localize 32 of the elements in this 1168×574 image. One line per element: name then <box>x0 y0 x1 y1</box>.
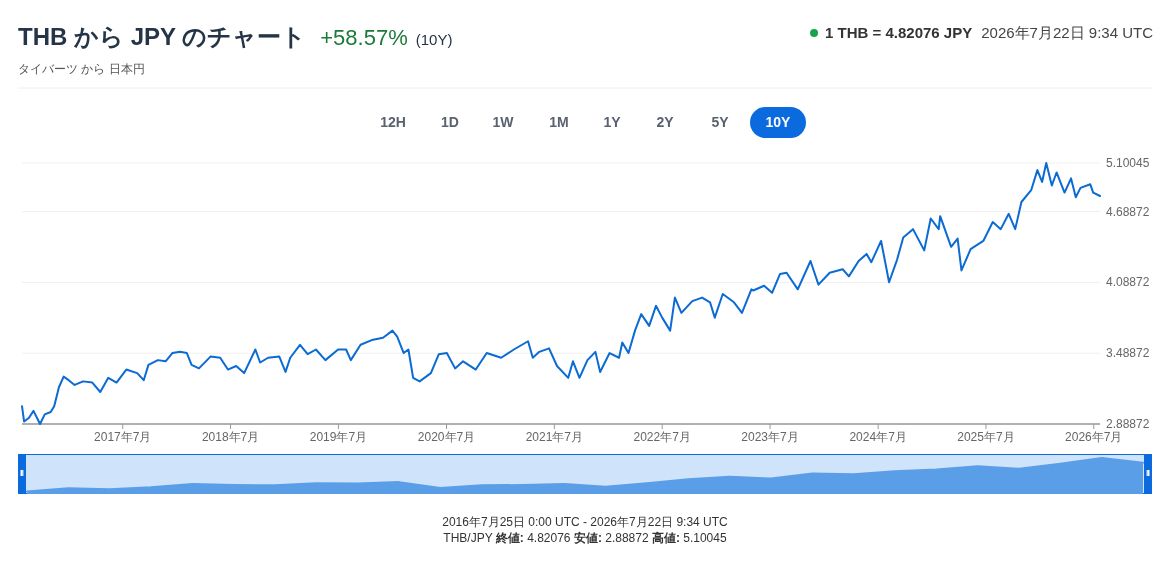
x-tick-label: 2020年7月 <box>417 430 476 444</box>
x-tick-label: 2017年7月 <box>94 430 152 444</box>
y-tick-label: 4.68872 <box>1106 204 1150 219</box>
text: (10Y) <box>415 31 453 48</box>
text: 2026年7月22日 9:34 UTC <box>981 24 1154 41</box>
line-series <box>21 162 1101 425</box>
x-tick-label: 2019年7月 <box>309 430 368 444</box>
text: 1 THB = 4.82076 JPY <box>825 24 973 41</box>
y-tick-label: 3.48872 <box>1106 346 1150 361</box>
text: 12H <box>380 114 406 130</box>
y-tick-label: 4.08872 <box>1106 275 1150 290</box>
x-tick-label: 2018年7月 <box>201 430 260 444</box>
text: +58.57% <box>320 25 408 50</box>
text: 5Y <box>711 114 730 130</box>
chart-subtitle: タイバーツ から 日本円 <box>18 62 145 76</box>
x-tick-label: 2025年7月 <box>957 430 1015 444</box>
text: 10Y <box>765 114 792 130</box>
text: 1W <box>492 114 515 130</box>
x-tick-label: 2021年7月 <box>525 430 584 444</box>
text: 2Y <box>656 114 675 130</box>
text: THB/JPY 終値: 4.82076 安値: 2.88872 高値: 5.10045 <box>443 531 727 545</box>
y-tick-label: 5.10045 <box>1106 156 1150 170</box>
text: 1D <box>441 114 459 130</box>
text: 1Y <box>603 114 622 130</box>
chart-title: THB から JPY のチャート <box>18 23 307 50</box>
x-tick-label: 2026年7月 <box>1065 430 1123 444</box>
x-tick-label: 2023年7月 <box>741 430 799 444</box>
text: 1M <box>549 114 569 130</box>
x-tick-label: 2024年7月 <box>849 430 907 444</box>
y-tick-label: 2.88872 <box>1106 417 1150 431</box>
x-tick-label: 2022年7月 <box>633 430 691 444</box>
text: 2016年7月25日 0:00 UTC - 2026年7月22日 9:34 UTC <box>442 515 729 529</box>
